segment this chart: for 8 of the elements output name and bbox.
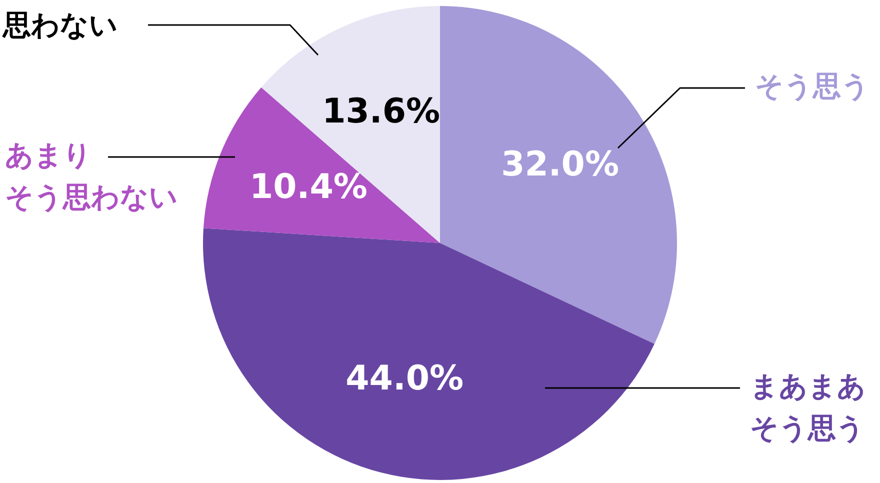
data-label: 10.4% — [249, 166, 368, 207]
slice-label: あまりそう思わない — [5, 138, 178, 214]
data-label: 32.0% — [501, 144, 620, 185]
slice-label: 思わない — [2, 8, 118, 42]
data-label: 44.0% — [346, 358, 464, 399]
slice-label: そう思う — [755, 69, 870, 102]
slice-label: まあまあそう思う — [750, 369, 866, 444]
data-label: 13.6% — [322, 91, 440, 132]
